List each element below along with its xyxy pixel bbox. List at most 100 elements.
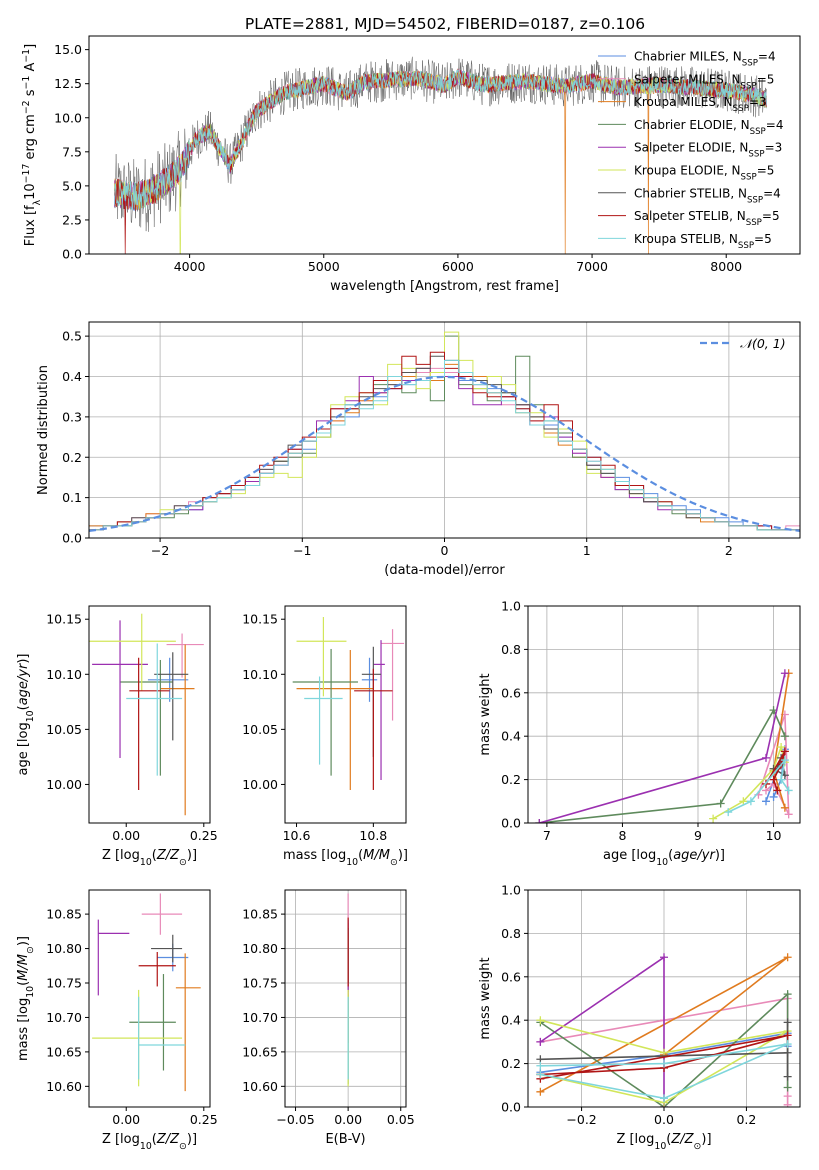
mass_vs_Z-ytick-label: 10.70: [46, 1010, 82, 1025]
spectrum-ytick-label: 7.5: [62, 144, 82, 159]
spectrum-xtick-label: 7000: [576, 259, 608, 274]
weight-marker: [784, 786, 793, 795]
weight-marker: [783, 953, 792, 962]
age_vs_Z-frame: [88, 605, 211, 824]
age_vs_Z-xtick-label: 0.25: [190, 828, 218, 843]
age_vs_mass-ytick-label: 10.15: [242, 612, 278, 627]
mass_vs_Z-ytick-label: 10.60: [46, 1079, 82, 1094]
weight_vs_age-ylabel: mass weight: [478, 673, 493, 755]
spectrum-xtick-label: 5000: [308, 259, 340, 274]
mass_vs_Z-xtick-label: 0.25: [190, 1112, 218, 1127]
weight-series-line: [539, 708, 786, 823]
age_vs_mass-frame: [284, 605, 407, 824]
weight-series-line: [539, 673, 786, 823]
mass_vs_Z-ytick-label: 10.80: [46, 941, 82, 956]
residuals-ytick-label: 0.2: [62, 450, 82, 465]
mass_vs_ebv-xtick-label: 0.00: [334, 1112, 362, 1127]
legend-entry: Chabrier ELODIE, NSSP=4: [634, 118, 783, 137]
mass_vs_ebv-ytick-label: 10.85: [242, 907, 278, 922]
spectrum-ytick-label: 2.5: [62, 212, 82, 227]
mass_vs_ebv-xtick-label: −0.05: [276, 1112, 314, 1127]
mass_vs_ebv-panel: −0.05 0.00 0.05 10.60 10.65 10.70 10.75 10.80 10…: [242, 889, 415, 1147]
mass_vs_Z-panel: 0.00 0.25 10.60 10.65 10.70 10.75 10.80 10.85 Z …: [16, 889, 218, 1152]
spectrum-xtick-label: 4000: [174, 259, 206, 274]
weight-marker: [762, 753, 770, 762]
weight-marker: [739, 797, 748, 806]
legend-entry: Kroupa MILES, NSSP=3: [634, 95, 767, 114]
age_vs_Z-xlabel: Z [log10(Z/Z⊙)]: [102, 848, 197, 868]
age_vs_mass-plot: [292, 617, 405, 790]
weight-marker: [762, 797, 770, 806]
weight_vs_Z-xtick-label: 0.2: [736, 1112, 756, 1127]
residuals-panel: −2 −1 0 1 2 0.0 0.1 0.2 0.3 0.4 0.5 (data-model)/er…: [36, 321, 801, 578]
residuals-ytick-label: 0.4: [62, 369, 82, 384]
residuals-xtick-label: 1: [583, 543, 591, 558]
spectrum-plot: [114, 56, 767, 254]
age_vs_mass-xlabel: mass [log10(M/M⊙)]: [283, 848, 408, 868]
weight_vs_Z-ytick-label: 0.4: [501, 1013, 521, 1028]
mass_vs_ebv-frame: [284, 889, 407, 1108]
age_vs_Z-plot: [89, 613, 204, 816]
weight-marker: [780, 756, 789, 765]
weight_vs_Z-ytick-label: 0.6: [501, 969, 521, 984]
spectrum-frame: [88, 35, 801, 255]
weight-marker: [780, 669, 789, 678]
legend-entry: Chabrier STELIB, NSSP=4: [634, 186, 781, 205]
spectrum-xlabel: wavelength [Angstrom, rest frame]: [330, 279, 559, 294]
weight-marker: [660, 1094, 668, 1103]
mass_vs_Z-frame: [88, 889, 211, 1108]
legend-entry: Kroupa ELODIE, NSSP=5: [634, 164, 774, 183]
mass_vs_ebv-xtick-label: 0.05: [387, 1112, 415, 1127]
mass_vs_Z-ylabel: mass [log10(M/M⊙)]: [16, 936, 36, 1061]
figure-panels: 4000 5000 6000 7000 80000.02.55.07.510.012.5…: [16, 35, 801, 1152]
mass_vs_ebv-ytick-label: 10.80: [242, 941, 278, 956]
mass_vs_Z-ytick-label: 10.85: [46, 907, 82, 922]
weight_vs_age-ytick-label: 0.6: [501, 685, 521, 700]
spectrum-ytick-label: 12.5: [54, 76, 82, 91]
weight-marker: [783, 1072, 792, 1081]
figure-title: PLATE=2881, MJD=54502, FIBERID=0187, z=0…: [245, 15, 645, 33]
mass_vs_Z-ytick-label: 10.65: [46, 1044, 82, 1059]
age_vs_Z-ylabel: age [log10(age/yr)]: [16, 653, 36, 775]
weight_vs_age-plot: [535, 669, 793, 823]
weight-marker: [783, 1040, 792, 1049]
weight_vs_Z-xtick-label: −0.2: [566, 1112, 596, 1127]
spectrum-ytick-label: 0.0: [62, 247, 82, 262]
mass_vs_Z-xtick-label: 0.00: [112, 1112, 140, 1127]
residuals-xtick-label: 2: [725, 543, 733, 558]
weight_vs_Z-ytick-label: 1.0: [501, 883, 521, 898]
mass_vs_Z-plot: [92, 893, 201, 1092]
residuals-xlabel: (data-model)/error: [384, 563, 505, 578]
weight_vs_age-xtick-label: 9: [694, 828, 702, 843]
legend-entry: Chabrier MILES, NSSP=4: [634, 50, 776, 69]
legend-entry: Kroupa STELIB, NSSP=5: [634, 232, 772, 251]
weight-marker: [536, 1070, 545, 1079]
weight-marker: [724, 808, 733, 817]
residuals-xtick-label: −1: [293, 543, 311, 558]
age_vs_mass-xtick-label: 10.6: [283, 828, 311, 843]
age_vs_Z-ytick-label: 10.05: [46, 722, 82, 737]
spectrum-ylabel: Flux [fλ10−17 erg cm−2 s−1 A−1]: [21, 44, 43, 246]
weight_vs_age-ytick-label: 0.8: [501, 642, 521, 657]
mass_vs_ebv-xlabel: E(B-V): [325, 1132, 365, 1147]
weight-marker: [536, 1087, 545, 1096]
weight_vs_age-ytick-label: 1.0: [501, 599, 521, 614]
mass_vs_Z-ytick-label: 10.75: [46, 976, 82, 991]
age_vs_mass-ytick-label: 10.00: [242, 777, 278, 792]
spectrum-xtick-label: 6000: [442, 259, 474, 274]
weight_vs_age-ytick-label: 0.4: [501, 729, 521, 744]
age_vs_Z-ytick-label: 10.15: [46, 612, 82, 627]
weight-marker: [783, 1100, 792, 1107]
weight-marker: [783, 1092, 792, 1101]
weight-series-line: [539, 955, 665, 1107]
residuals-ytick-label: 0.0: [62, 531, 82, 546]
mass_vs_ebv-ytick-label: 10.75: [242, 976, 278, 991]
age_vs_Z-ytick-label: 10.00: [46, 777, 82, 792]
weight-marker: [536, 1016, 545, 1025]
legend-entry: Salpeter MILES, NSSP=5: [634, 72, 774, 91]
weight-marker: [660, 953, 668, 962]
spectrum-panel: 4000 5000 6000 7000 8000 0.0 2.5 5.0 7.5 10.0 12.5…: [21, 35, 801, 294]
weight_vs_Z-plot: [536, 953, 792, 1107]
age_vs_mass-ytick-label: 10.10: [242, 667, 278, 682]
